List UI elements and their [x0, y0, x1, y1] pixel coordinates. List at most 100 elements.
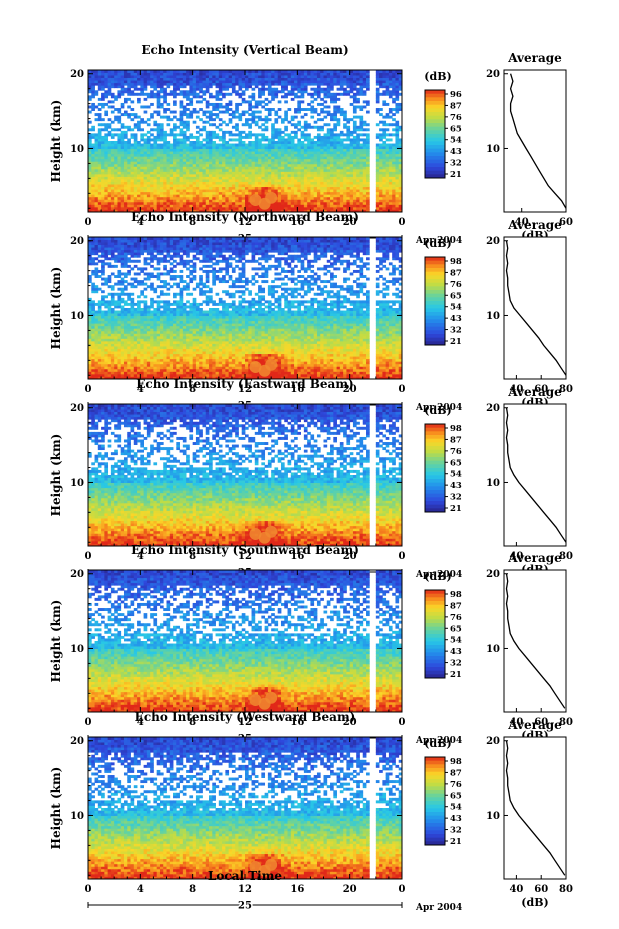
profile-title-4: Average [507, 718, 562, 732]
x-tick-label-2-0: 0 [85, 551, 92, 562]
y-tick-label-0-1: 20 [70, 69, 84, 80]
x-tick-label-3-3: 12 [238, 717, 252, 728]
x-tick-label-2-3: 12 [238, 551, 252, 562]
colorbar-tick-0-2: 76 [450, 113, 462, 123]
echo-hotspot-3-0 [249, 694, 262, 707]
date-label-4: Apr 2004 [415, 903, 462, 913]
colorbar-tick-3-3: 65 [450, 624, 462, 634]
profile-title-0: Average [507, 51, 562, 65]
profile-x-label-0-0: 40 [515, 217, 529, 228]
x-tick-label-1-6: 0 [399, 384, 406, 395]
y-axis-label-1: Height (km) [49, 267, 63, 350]
x-tick-label-1-1: 4 [137, 384, 144, 395]
colorbar-tick-1-4: 54 [450, 303, 462, 313]
profile-x-label-1-1: 60 [534, 384, 548, 395]
profile-title-2: Average [507, 385, 562, 399]
echo-hotspot-0-0 [249, 194, 262, 207]
heatmap-cells-1 [88, 237, 403, 380]
x-tick-label-3-2: 8 [189, 717, 196, 728]
x-tick-label-0-5: 20 [343, 217, 357, 228]
panel-3: Echo Intensity (Southward Beam) 10 20 Heigh… [49, 543, 573, 746]
colorbar-tick-4-3: 65 [450, 791, 462, 801]
x-tick-label-4-1: 4 [137, 884, 144, 895]
x-tick-label-0-4: 16 [290, 217, 304, 228]
profile-x-label-3-2: 80 [559, 717, 573, 728]
y-tick-label-4-0: 10 [70, 811, 84, 822]
y-tick-label-3-0: 10 [70, 644, 84, 655]
panel-title-4: Echo Intensity (Westward Beam) [135, 710, 356, 724]
x-tick-label-2-6: 0 [399, 551, 406, 562]
colorbar-tick-4-0: 98 [450, 757, 462, 767]
colorbar-unit-3: (dB) [424, 570, 451, 583]
colorbar-frame-3 [424, 589, 446, 679]
profile-x-label-0-1: 60 [559, 217, 573, 228]
x-tick-label-3-6: 0 [399, 717, 406, 728]
heatmap-cells-0 [88, 70, 403, 213]
colorbar-tick-1-1: 87 [450, 268, 462, 278]
profile-line-2 [505, 407, 567, 543]
colorbar-2 [425, 424, 445, 513]
colorbar-tick-3-5: 43 [450, 647, 462, 657]
panel-2: Echo Intensity (Eastward Beam) 10 20 Height… [49, 377, 573, 580]
profile-line-1 [505, 240, 567, 376]
y-tick-label-1-0: 10 [70, 311, 84, 322]
colorbar-tick-2-5: 43 [450, 481, 462, 491]
colorbar-unit-1: (dB) [424, 237, 451, 250]
colorbar-tick-2-1: 87 [450, 435, 462, 445]
x-tick-label-1-0: 0 [85, 384, 92, 395]
colorbar-tick-0-0: 96 [450, 90, 462, 100]
date-label-2: Apr 2004 [415, 570, 462, 580]
colorbar-tick-1-0: 98 [450, 257, 462, 267]
colorbar-tick-3-4: 54 [450, 636, 462, 646]
y-tick-label-4-1: 20 [70, 736, 84, 747]
colorbar-tick-4-2: 76 [450, 780, 462, 790]
profile-x-label-1-0: 40 [509, 384, 523, 395]
x-tick-label-3-0: 0 [85, 717, 92, 728]
panel-4: Echo Intensity (Westward Beam) 10 20 Height… [49, 710, 573, 913]
profile-y-label-1-1: 20 [486, 236, 500, 247]
x-tick-label-0-6: 0 [399, 217, 406, 228]
profile-y-label-2-0: 10 [486, 478, 500, 489]
x-tick-label-0-1: 4 [137, 217, 144, 228]
colorbar-tick-4-6: 32 [450, 826, 462, 836]
colorbar-tick-0-1: 87 [450, 101, 462, 111]
x-tick-label-2-1: 4 [137, 551, 144, 562]
profile-x-label-2-1: 80 [559, 551, 573, 562]
x-tick-label-4-6: 0 [399, 884, 406, 895]
colorbar-tick-4-5: 43 [450, 814, 462, 824]
x-tick-label-1-4: 16 [290, 384, 304, 395]
colorbar-4 [425, 757, 445, 846]
colorbar-tick-2-3: 65 [450, 458, 462, 468]
profile-x-label-4-1: 60 [534, 884, 548, 895]
colorbar-tick-4-1: 87 [450, 768, 462, 778]
y-axis-label-0: Height (km) [49, 100, 63, 183]
x-tick-label-4-0: 0 [85, 884, 92, 895]
x-tick-label-2-5: 20 [343, 551, 357, 562]
x-tick-label-4-5: 20 [343, 884, 357, 895]
colorbar-tick-1-2: 76 [450, 280, 462, 290]
profile-x-label-4-2: 80 [559, 884, 573, 895]
echo-hotspot-1-2 [258, 364, 271, 377]
y-tick-label-2-0: 10 [70, 478, 84, 489]
colorbar-tick-1-5: 43 [450, 314, 462, 324]
colorbar-tick-1-3: 65 [450, 291, 462, 301]
y-axis-label-3: Height (km) [49, 600, 63, 683]
echo-hotspot-4-2 [258, 864, 271, 877]
colorbar-tick-2-0: 98 [450, 424, 462, 434]
colorbar-tick-3-1: 87 [450, 601, 462, 611]
colorbar-tick-2-4: 54 [450, 470, 462, 480]
x-tick-label-3-1: 4 [137, 717, 144, 728]
colorbar-tick-0-5: 43 [450, 147, 462, 157]
day-label-4: 25 [238, 901, 252, 912]
profile-x-label-3-1: 60 [534, 717, 548, 728]
y-tick-label-3-1: 20 [70, 569, 84, 580]
profile-y-label-3-1: 20 [486, 569, 500, 580]
echo-hotspot-0-2 [258, 197, 271, 210]
x-tick-label-4-2: 8 [189, 884, 196, 895]
colorbar-3 [425, 590, 445, 679]
date-label-0: Apr 2004 [415, 236, 462, 246]
colorbar-0 [425, 90, 445, 179]
panel-title-0: Echo Intensity (Vertical Beam) [141, 43, 348, 57]
